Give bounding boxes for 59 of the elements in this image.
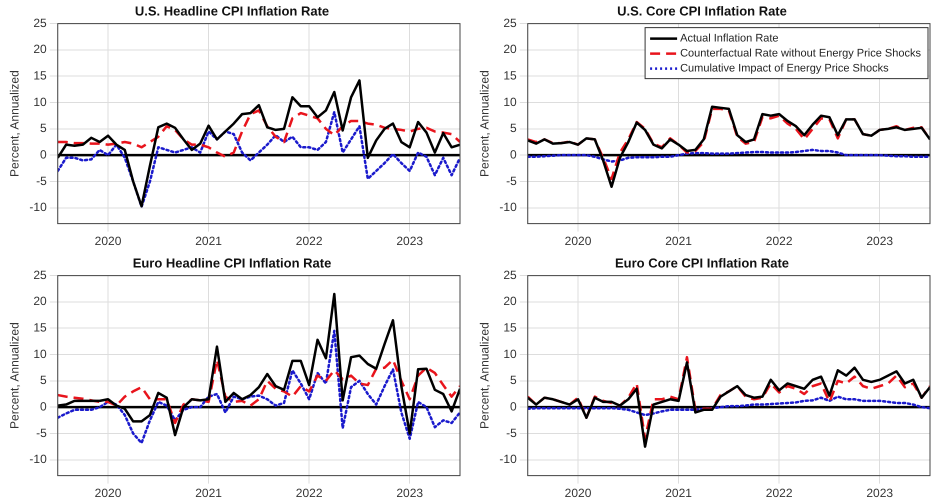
chart-title: Euro Core CPI Inflation Rate	[614, 255, 790, 270]
y-tick-label: 0	[40, 147, 48, 162]
y-tick-label: 5	[40, 373, 48, 388]
y-tick-label: 20	[503, 294, 518, 308]
legend-label: Cumulative Impact of Energy Price Shocks	[680, 62, 890, 75]
y-tick-label: 10	[33, 346, 48, 361]
y-tick-label: 10	[503, 94, 518, 109]
x-tick-label: 2021	[665, 486, 692, 500]
y-tick-label: -5	[36, 174, 48, 188]
y-tick-label: -10	[29, 452, 48, 466]
x-tick-label: 2022	[296, 486, 323, 500]
y-tick-label: 15	[33, 68, 48, 83]
y-tick-label: -10	[499, 200, 518, 214]
y-tick-label: 25	[33, 16, 48, 30]
y-tick-label: 20	[33, 42, 48, 56]
chart-title: U.S. Core CPI Inflation Rate	[617, 3, 787, 18]
y-tick-label: 0	[40, 399, 48, 414]
y-tick-label: 25	[33, 268, 48, 282]
chart-title: U.S. Headline CPI Inflation Rate	[134, 3, 330, 18]
x-tick-label: 2020	[94, 486, 122, 500]
x-tick-label: 2022	[766, 486, 793, 500]
y-tick-label: 25	[503, 268, 518, 282]
y-axis-title: Percent, Annualized	[8, 70, 22, 177]
x-tick-label: 2020	[564, 486, 592, 500]
y-tick-label: 5	[510, 373, 518, 388]
y-axis-title: Percent, Annualized	[478, 70, 492, 177]
y-tick-label: -5	[506, 426, 518, 440]
x-tick-label: 2020	[564, 234, 592, 248]
y-tick-label: 15	[503, 68, 518, 83]
x-tick-label: 2021	[195, 486, 222, 500]
x-tick-label: 2020	[94, 234, 122, 248]
x-tick-label: 2022	[766, 234, 793, 248]
y-tick-label: 0	[510, 399, 518, 414]
legend-label: Actual Inflation Rate	[680, 32, 779, 45]
y-tick-label: -5	[506, 174, 518, 188]
x-tick-label: 2021	[665, 234, 692, 248]
y-tick-label: -5	[36, 426, 48, 440]
x-tick-label: 2023	[396, 486, 424, 500]
y-tick-label: -10	[29, 200, 48, 214]
x-tick-label: 2023	[396, 234, 424, 248]
y-tick-label: 0	[510, 147, 518, 162]
x-tick-label: 2021	[195, 234, 222, 248]
y-tick-label: 10	[33, 94, 48, 109]
x-tick-label: 2022	[296, 234, 323, 248]
y-axis-title: Percent, Annualized	[8, 322, 22, 429]
y-axis-title: Percent, Annualized	[478, 322, 492, 429]
y-tick-label: 10	[503, 346, 518, 361]
y-tick-label: 5	[510, 121, 518, 136]
y-tick-label: 20	[503, 42, 518, 56]
legend-label: Counterfactual Rate without Energy Price Shocks	[680, 48, 922, 60]
chart-title: Euro Headline CPI Inflation Rate	[132, 255, 332, 270]
y-tick-label: 15	[503, 320, 518, 335]
x-tick-label: 2023	[866, 486, 894, 500]
y-tick-label: 5	[40, 121, 48, 136]
y-tick-label: 20	[33, 294, 48, 308]
x-tick-label: 2023	[866, 234, 894, 248]
y-tick-label: 15	[33, 320, 48, 335]
y-tick-label: 25	[503, 16, 518, 30]
y-tick-label: -10	[499, 452, 518, 466]
